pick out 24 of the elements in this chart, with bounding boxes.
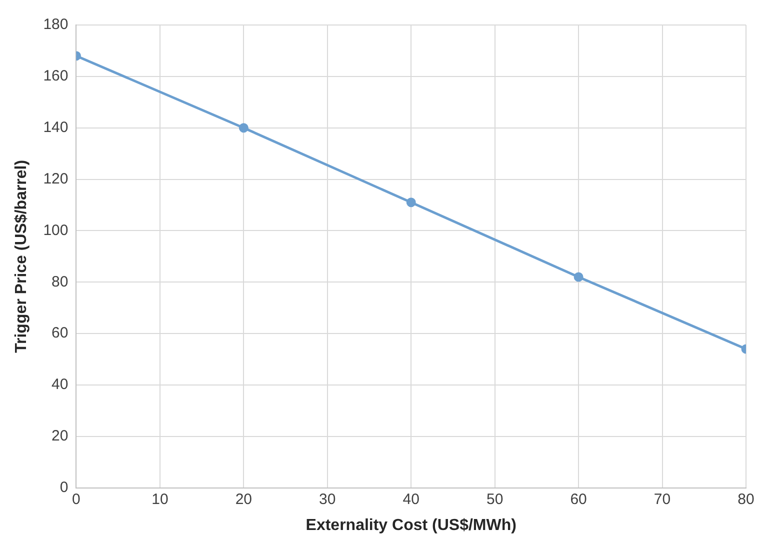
y-tick-label: 60 [52,324,68,342]
y-axis-title: Trigger Price (US$/barrel) [13,160,30,353]
y-tick-label: 0 [60,478,68,496]
point [574,272,584,282]
y-tick-label: 100 [43,222,68,239]
x-tick-label: 60 [570,490,587,508]
x-tick-label: 30 [319,490,336,508]
y-tick-label: 120 [43,170,68,188]
y-tick-label: 40 [52,376,68,394]
x-axis-title: Externality Cost (US$/MWh) [306,516,516,534]
x-tick-label: 0 [72,490,80,508]
point [406,198,416,208]
y-tick-label: 80 [52,273,68,290]
y-tick-label: 160 [43,68,68,85]
x-tick-label: 70 [654,490,671,508]
x-tick-label: 50 [486,490,504,508]
x-tick-label: 80 [738,490,754,508]
y-tick-label: 140 [43,118,68,136]
x-tick-label: 40 [402,490,420,508]
point [238,123,248,133]
y-tick-label: 20 [52,428,68,445]
y-tick-label: 180 [43,16,68,34]
x-tick-label: 10 [152,490,168,508]
x-tick-label: 20 [235,490,252,508]
